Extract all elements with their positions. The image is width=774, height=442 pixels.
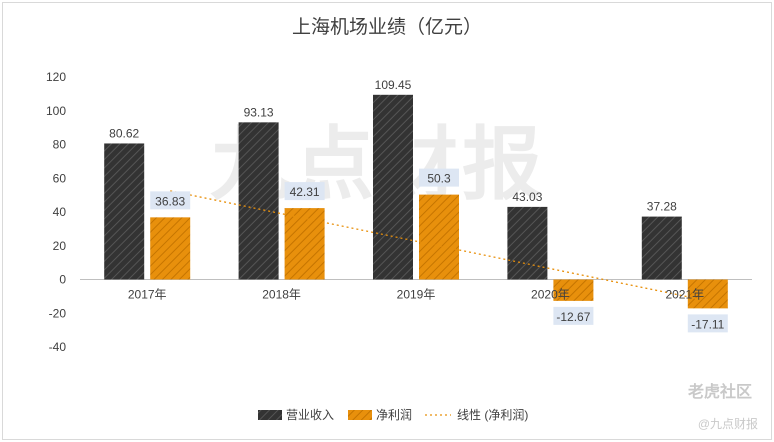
net-profit-bar	[419, 194, 459, 280]
revenue-data-label: 37.28	[647, 200, 677, 214]
revenue-bar	[238, 122, 279, 280]
revenue-data-label: 80.62	[109, 126, 139, 140]
revenue-bar	[104, 143, 145, 280]
data-label-bg	[553, 306, 594, 325]
revenue-bar	[507, 206, 548, 280]
y-tick-label: 100	[46, 104, 66, 118]
y-tick-label: 40	[53, 205, 67, 219]
corner-watermark-2: @九点财报	[697, 417, 758, 431]
net-profit-bar	[284, 208, 325, 280]
net-profit-data-label: 50.3	[427, 172, 451, 186]
net-profit-bar	[553, 279, 594, 301]
y-tick-label: 0	[59, 273, 66, 287]
y-tick-label: 60	[53, 171, 67, 185]
y-tick-label: -40	[49, 340, 67, 354]
data-label-bg	[150, 191, 191, 210]
corner-watermark: 老虎社区	[687, 384, 752, 401]
legend-swatch-net-profit	[348, 410, 372, 420]
y-tick-label: 80	[53, 138, 67, 152]
legend-label: 线性 (净利润)	[457, 408, 528, 422]
net-profit-data-label: 36.83	[155, 194, 185, 208]
net-profit-data-label: -17.11	[691, 317, 724, 331]
x-tick-label: 2017年	[128, 288, 167, 302]
revenue-data-label: 93.13	[244, 105, 274, 119]
x-tick-label: 2019年	[397, 288, 436, 302]
x-tick-label: 2020年	[531, 288, 570, 302]
data-label-bg	[687, 314, 728, 333]
data-label-bg	[284, 182, 325, 201]
net-profit-data-label: 42.31	[290, 185, 320, 199]
x-tick-label: 2018年	[262, 288, 301, 302]
net-profit-bar	[150, 217, 191, 280]
trendline	[170, 190, 708, 302]
net-profit-bar	[687, 279, 728, 309]
chart-title: 上海机场业绩（亿元）	[291, 17, 482, 38]
data-label-bg	[419, 168, 459, 187]
revenue-bar	[641, 216, 682, 280]
y-tick-label: 20	[53, 239, 67, 253]
y-tick-label: 120	[46, 70, 66, 84]
revenue-data-label: 43.03	[512, 190, 542, 204]
y-tick-label: -20	[49, 306, 67, 320]
x-tick-label: 2021年	[665, 288, 704, 302]
legend-label: 净利润	[376, 408, 412, 422]
legend-swatch-revenue	[258, 410, 282, 420]
revenue-bar	[373, 94, 413, 280]
revenue-data-label: 109.45	[375, 78, 412, 92]
net-profit-data-label: -12.67	[556, 310, 590, 324]
legend-label: 营业收入	[286, 408, 334, 422]
